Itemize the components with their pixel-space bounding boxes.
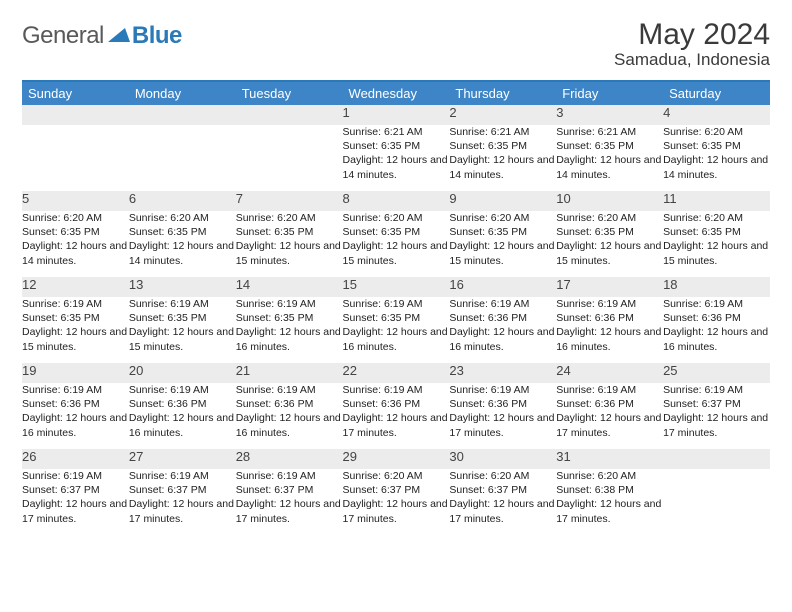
day-number-cell: 30 <box>449 449 556 469</box>
day-detail-cell: Sunrise: 6:20 AMSunset: 6:35 PMDaylight:… <box>449 211 556 277</box>
day-number-cell: 5 <box>22 191 129 211</box>
day-detail-cell: Sunrise: 6:19 AMSunset: 6:37 PMDaylight:… <box>663 383 770 449</box>
weekday-header: Wednesday <box>343 81 450 105</box>
day-detail-cell: Sunrise: 6:20 AMSunset: 6:35 PMDaylight:… <box>663 125 770 191</box>
day-detail-row: Sunrise: 6:21 AMSunset: 6:35 PMDaylight:… <box>22 125 770 191</box>
day-number-cell: 6 <box>129 191 236 211</box>
day-detail-row: Sunrise: 6:19 AMSunset: 6:37 PMDaylight:… <box>22 469 770 535</box>
day-number-row: 12131415161718 <box>22 277 770 297</box>
day-number-cell <box>22 105 129 125</box>
day-number-cell: 19 <box>22 363 129 383</box>
day-detail-cell: Sunrise: 6:19 AMSunset: 6:37 PMDaylight:… <box>129 469 236 535</box>
weekday-header: Friday <box>556 81 663 105</box>
day-detail-cell: Sunrise: 6:21 AMSunset: 6:35 PMDaylight:… <box>343 125 450 191</box>
day-detail-row: Sunrise: 6:19 AMSunset: 6:36 PMDaylight:… <box>22 383 770 449</box>
day-number-cell: 18 <box>663 277 770 297</box>
logo: General Blue <box>22 18 182 50</box>
day-number-cell: 29 <box>343 449 450 469</box>
day-number-cell: 21 <box>236 363 343 383</box>
day-detail-cell: Sunrise: 6:21 AMSunset: 6:35 PMDaylight:… <box>556 125 663 191</box>
day-number-cell: 28 <box>236 449 343 469</box>
day-number-cell: 17 <box>556 277 663 297</box>
day-number-cell: 2 <box>449 105 556 125</box>
day-number-cell: 15 <box>343 277 450 297</box>
day-number-cell: 10 <box>556 191 663 211</box>
weekday-header: Saturday <box>663 81 770 105</box>
day-number-cell: 27 <box>129 449 236 469</box>
weekday-header: Tuesday <box>236 81 343 105</box>
day-detail-cell: Sunrise: 6:19 AMSunset: 6:35 PMDaylight:… <box>22 297 129 363</box>
day-detail-cell: Sunrise: 6:20 AMSunset: 6:35 PMDaylight:… <box>343 211 450 277</box>
day-number-cell <box>236 105 343 125</box>
day-detail-cell: Sunrise: 6:21 AMSunset: 6:35 PMDaylight:… <box>449 125 556 191</box>
day-number-cell: 13 <box>129 277 236 297</box>
day-number-cell: 20 <box>129 363 236 383</box>
day-number-row: 262728293031 <box>22 449 770 469</box>
day-detail-cell: Sunrise: 6:19 AMSunset: 6:36 PMDaylight:… <box>449 297 556 363</box>
day-detail-cell: Sunrise: 6:19 AMSunset: 6:37 PMDaylight:… <box>236 469 343 535</box>
month-title: May 2024 <box>614 18 770 52</box>
day-detail-cell: Sunrise: 6:19 AMSunset: 6:36 PMDaylight:… <box>663 297 770 363</box>
day-number-row: 19202122232425 <box>22 363 770 383</box>
day-number-cell: 11 <box>663 191 770 211</box>
day-number-cell: 3 <box>556 105 663 125</box>
day-number-cell: 14 <box>236 277 343 297</box>
day-number-cell: 25 <box>663 363 770 383</box>
day-number-cell: 12 <box>22 277 129 297</box>
day-number-row: 1234 <box>22 105 770 125</box>
weekday-header: Sunday <box>22 81 129 105</box>
day-detail-cell: Sunrise: 6:19 AMSunset: 6:36 PMDaylight:… <box>236 383 343 449</box>
weekday-header: Monday <box>129 81 236 105</box>
day-number-cell: 9 <box>449 191 556 211</box>
day-number-cell: 22 <box>343 363 450 383</box>
day-detail-row: Sunrise: 6:20 AMSunset: 6:35 PMDaylight:… <box>22 211 770 277</box>
day-detail-cell: Sunrise: 6:19 AMSunset: 6:35 PMDaylight:… <box>343 297 450 363</box>
day-detail-cell <box>236 125 343 191</box>
calendar-table: SundayMondayTuesdayWednesdayThursdayFrid… <box>22 80 770 535</box>
logo-text-blue: Blue <box>132 22 182 50</box>
day-detail-cell: Sunrise: 6:20 AMSunset: 6:35 PMDaylight:… <box>663 211 770 277</box>
day-number-cell: 1 <box>343 105 450 125</box>
weekday-header: Thursday <box>449 81 556 105</box>
day-number-cell: 26 <box>22 449 129 469</box>
day-number-cell: 4 <box>663 105 770 125</box>
day-detail-cell <box>22 125 129 191</box>
day-detail-cell: Sunrise: 6:19 AMSunset: 6:35 PMDaylight:… <box>129 297 236 363</box>
location-label: Samadua, Indonesia <box>614 50 770 70</box>
day-detail-cell: Sunrise: 6:20 AMSunset: 6:35 PMDaylight:… <box>129 211 236 277</box>
day-detail-cell: Sunrise: 6:20 AMSunset: 6:37 PMDaylight:… <box>449 469 556 535</box>
day-detail-cell <box>663 469 770 535</box>
day-detail-cell: Sunrise: 6:19 AMSunset: 6:36 PMDaylight:… <box>556 383 663 449</box>
day-detail-cell: Sunrise: 6:19 AMSunset: 6:35 PMDaylight:… <box>236 297 343 363</box>
day-detail-cell: Sunrise: 6:19 AMSunset: 6:36 PMDaylight:… <box>343 383 450 449</box>
header: General Blue May 2024 Samadua, Indonesia <box>22 18 770 70</box>
day-detail-cell: Sunrise: 6:20 AMSunset: 6:38 PMDaylight:… <box>556 469 663 535</box>
day-detail-cell: Sunrise: 6:19 AMSunset: 6:37 PMDaylight:… <box>22 469 129 535</box>
weekday-header-row: SundayMondayTuesdayWednesdayThursdayFrid… <box>22 81 770 105</box>
day-number-cell: 7 <box>236 191 343 211</box>
day-detail-cell: Sunrise: 6:19 AMSunset: 6:36 PMDaylight:… <box>556 297 663 363</box>
day-detail-cell: Sunrise: 6:20 AMSunset: 6:35 PMDaylight:… <box>236 211 343 277</box>
day-detail-cell <box>129 125 236 191</box>
day-detail-cell: Sunrise: 6:20 AMSunset: 6:37 PMDaylight:… <box>343 469 450 535</box>
day-detail-cell: Sunrise: 6:19 AMSunset: 6:36 PMDaylight:… <box>22 383 129 449</box>
day-detail-row: Sunrise: 6:19 AMSunset: 6:35 PMDaylight:… <box>22 297 770 363</box>
day-number-cell <box>663 449 770 469</box>
day-detail-cell: Sunrise: 6:20 AMSunset: 6:35 PMDaylight:… <box>22 211 129 277</box>
day-number-cell: 16 <box>449 277 556 297</box>
day-detail-cell: Sunrise: 6:20 AMSunset: 6:35 PMDaylight:… <box>556 211 663 277</box>
day-number-cell <box>129 105 236 125</box>
logo-text-general: General <box>22 22 104 50</box>
day-number-cell: 23 <box>449 363 556 383</box>
day-detail-cell: Sunrise: 6:19 AMSunset: 6:36 PMDaylight:… <box>449 383 556 449</box>
day-detail-cell: Sunrise: 6:19 AMSunset: 6:36 PMDaylight:… <box>129 383 236 449</box>
logo-triangle-icon <box>108 26 130 47</box>
day-number-cell: 8 <box>343 191 450 211</box>
day-number-cell: 24 <box>556 363 663 383</box>
title-block: May 2024 Samadua, Indonesia <box>614 18 770 70</box>
day-number-row: 567891011 <box>22 191 770 211</box>
day-number-cell: 31 <box>556 449 663 469</box>
